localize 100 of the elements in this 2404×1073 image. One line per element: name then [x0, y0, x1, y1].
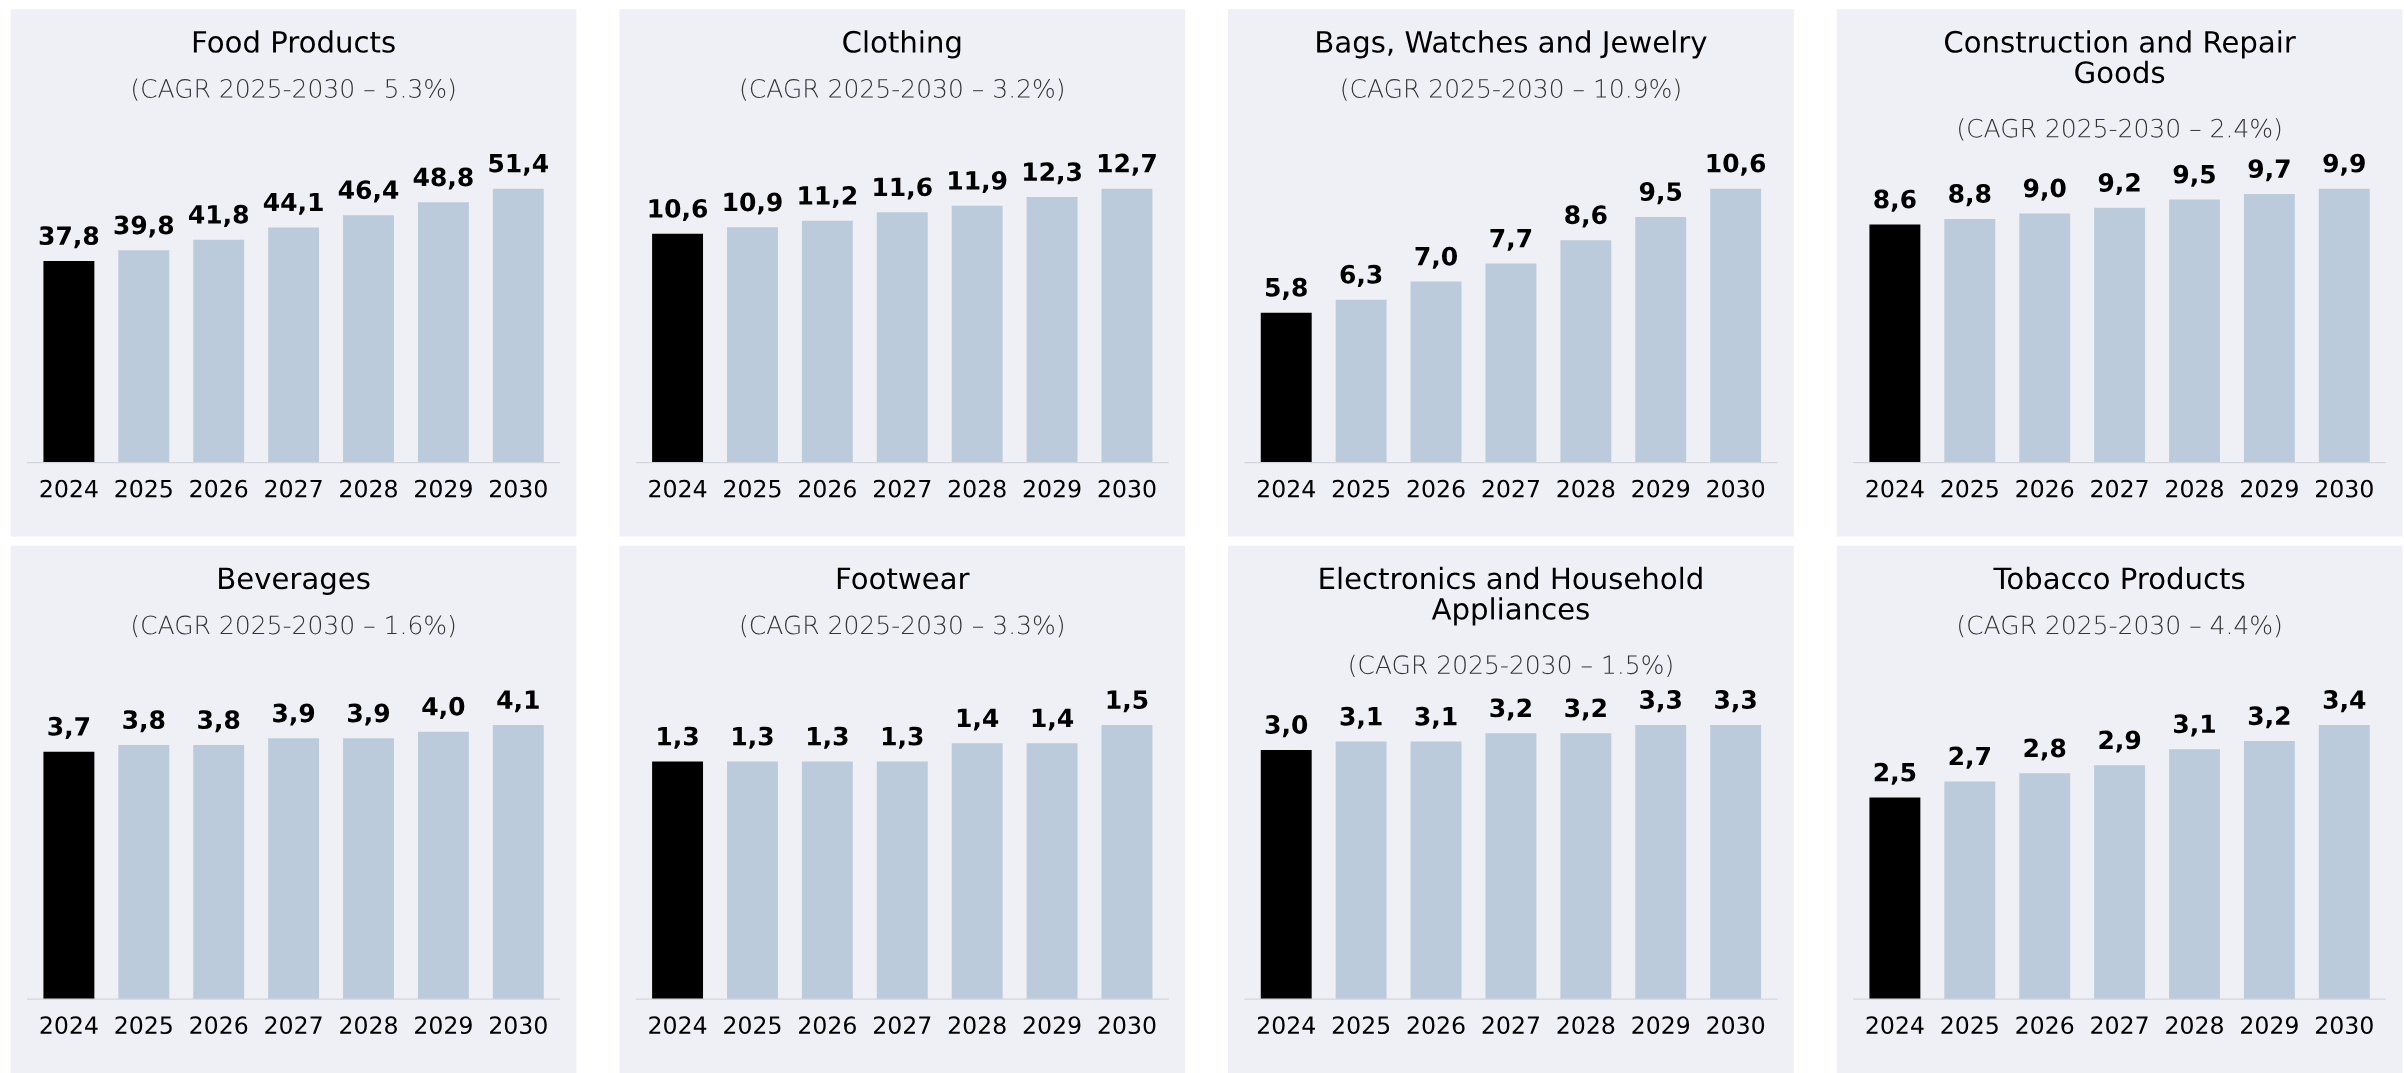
x-tick-label: 2029: [1632, 1016, 1690, 1035]
chart-title: Food Products: [193, 30, 395, 53]
chart-title: Construction and Repair Goods: [1944, 30, 2296, 84]
x-tick-label: 2030: [489, 479, 547, 498]
data-label: 11,6: [874, 177, 932, 200]
x-tick-label: 2024: [40, 1016, 98, 1035]
data-label: 3,1: [1340, 706, 1382, 729]
data-label: 9,5: [2173, 164, 2215, 187]
data-label: 8,6: [1874, 189, 1916, 212]
bar: [268, 227, 320, 463]
data-label: 3,0: [1265, 715, 1308, 738]
bar: [1410, 281, 1462, 463]
data-label: 3,2: [2248, 706, 2290, 729]
bar: [1635, 216, 1687, 463]
x-tick-label: 2024: [1866, 479, 1924, 498]
x-tick-label: 2030: [1707, 1016, 1765, 1035]
x-tick-label: 2027: [265, 1016, 322, 1035]
x-tick-label: 2027: [2091, 1016, 2148, 1035]
data-label: 3,1: [1415, 706, 1457, 729]
bar: [1560, 240, 1612, 463]
data-label: 11,2: [799, 186, 857, 209]
data-label: 12,3: [1024, 162, 1081, 185]
x-tick-label: 2029: [415, 479, 472, 498]
data-label: 10,6: [1707, 153, 1766, 176]
x-tick-label: 2029: [1023, 479, 1081, 498]
data-label: 2,5: [1874, 762, 1916, 785]
x-tick-label: 2026: [2016, 479, 2074, 498]
data-label: 3,7: [48, 716, 90, 739]
bar: [1335, 741, 1387, 1000]
data-label: 3,9: [348, 703, 390, 726]
data-label: 7,0: [1415, 246, 1457, 269]
bar: [1869, 224, 1921, 463]
x-tick-label: 2028: [948, 479, 1006, 498]
bar: [1485, 263, 1537, 463]
data-label: 39,8: [114, 215, 174, 238]
x-tick-label: 2025: [115, 1016, 172, 1035]
data-label: 37,8: [39, 226, 99, 249]
bar: [193, 239, 245, 463]
data-label: 5,8: [1266, 277, 1307, 300]
bar: [492, 188, 544, 463]
chart-subtitle: (CAGR 2025-2030 – 10.9%): [1342, 78, 1680, 101]
bar: [1944, 218, 1996, 463]
bar: [1635, 724, 1687, 1000]
x-tick-label: 2025: [724, 479, 781, 498]
x-tick-label: 2027: [873, 1016, 931, 1035]
x-tick-label: 2025: [1941, 479, 1998, 498]
x-tick-label: 2026: [799, 1016, 856, 1035]
bar: [2169, 749, 2220, 1000]
data-label: 3,8: [198, 710, 240, 733]
data-label: 2,8: [2024, 738, 2066, 761]
data-label: 11,9: [949, 170, 1007, 193]
x-tick-label: 2028: [340, 479, 397, 498]
chart-title: Electronics and Household Appliances: [1320, 566, 1702, 626]
data-label: 2,7: [1949, 746, 1990, 769]
data-label: 10,9: [724, 192, 782, 215]
x-tick-label: 2024: [1257, 479, 1315, 498]
bar: [1101, 188, 1153, 463]
x-tick-label: 2030: [489, 1016, 547, 1035]
bar: [417, 202, 469, 463]
data-label: 46,4: [338, 180, 399, 203]
data-label: 8,8: [1949, 184, 1991, 207]
bar: [951, 205, 1003, 463]
x-tick-label: 2026: [190, 479, 248, 498]
x-tick-label: 2025: [1332, 479, 1390, 498]
x-tick-label: 2025: [724, 1016, 781, 1035]
x-tick-label: 2028: [340, 1016, 397, 1035]
x-tick-label: 2029: [1023, 1016, 1081, 1035]
bar: [2019, 213, 2071, 463]
x-tick-label: 2027: [1482, 479, 1539, 498]
data-label: 3,8: [123, 710, 165, 733]
x-tick-label: 2025: [115, 479, 172, 498]
x-tick-label: 2025: [1941, 1016, 1998, 1035]
x-tick-label: 2026: [1407, 479, 1465, 498]
x-tick-label: 2030: [2315, 479, 2373, 498]
data-label: 3,2: [1490, 698, 1531, 721]
data-label: 1,3: [733, 726, 773, 749]
x-tick-label: 2028: [1557, 479, 1615, 498]
data-label: 1,3: [658, 726, 698, 749]
bar: [2094, 207, 2146, 463]
data-label: 9,7: [2248, 159, 2290, 182]
data-label: 2,9: [2099, 730, 2141, 753]
data-label: 3,9: [273, 703, 315, 726]
data-label: 7,7: [1490, 228, 1532, 251]
chart-title: Clothing: [843, 30, 961, 59]
x-tick-label: 2026: [190, 1016, 248, 1035]
x-tick-label: 2026: [2016, 1016, 2074, 1035]
chart-title: Footwear: [837, 567, 970, 590]
data-label: 9,9: [2323, 153, 2365, 176]
chart-title: Beverages: [219, 567, 370, 596]
x-tick-label: 2024: [649, 1016, 707, 1035]
data-label: 44,1: [263, 192, 323, 215]
data-label: 3,4: [2323, 690, 2366, 713]
x-tick-label: 2028: [948, 1016, 1006, 1035]
data-label: 6,3: [1340, 264, 1382, 287]
x-tick-label: 2029: [1632, 479, 1690, 498]
chart-title: Tobacco Products: [1993, 566, 2245, 590]
data-label: 48,8: [413, 167, 473, 190]
data-label: 3,2: [1565, 698, 1606, 721]
data-label: 1,3: [808, 726, 848, 749]
bar: [2318, 724, 2370, 1000]
